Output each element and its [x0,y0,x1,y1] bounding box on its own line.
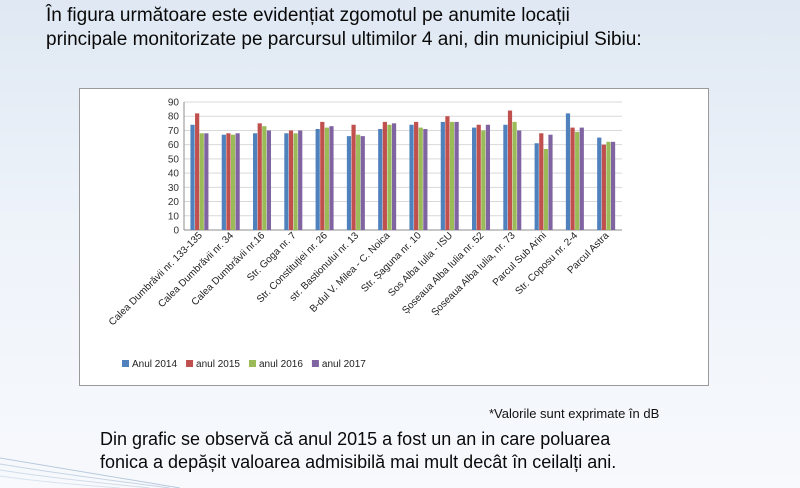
conclusion-line-2: fonica a depășit valoarea admisibilă mai… [100,452,617,472]
bar [204,133,209,230]
bar [230,134,236,230]
bar [226,133,231,230]
y-tick-label: 60 [168,140,180,151]
bar [288,130,294,230]
bar [409,124,414,230]
bar [601,144,606,230]
units-note: *Valorile sunt exprimate în dB [489,406,660,421]
legend-swatch [186,360,194,367]
bar [351,124,356,230]
y-tick-label: 40 [168,169,180,180]
legend-swatch [248,360,256,367]
bar [378,129,383,230]
bar [356,134,361,230]
bar [360,136,365,230]
bar [382,121,387,230]
bar [610,141,616,230]
bar [315,129,320,230]
bar [391,123,397,230]
bar [329,126,334,230]
y-tick-label: 80 [168,112,180,123]
bar [517,130,522,230]
y-tick-label: 0 [173,226,179,237]
legend-swatch [122,360,129,367]
bar [534,143,539,230]
bar [414,121,419,230]
page-heading: În figura următoare este evidențiat zgom… [46,4,786,52]
y-tick-label: 90 [168,98,180,109]
bar [575,131,580,230]
bar [266,130,272,230]
bar [485,124,491,230]
bar [257,123,262,230]
bar [597,137,602,230]
bar [190,124,195,230]
bar [606,141,611,230]
noise-chart: 0 10 20 30 40 50 60 70 80 90 Calea Dumbrăvii nr. 1… [79,88,709,386]
heading-line-2: principale monitorizate pe parcursul ult… [46,29,642,50]
legend-swatch [311,360,319,367]
bar [221,134,226,230]
y-tick-label: 70 [168,126,180,137]
bar [481,130,486,230]
legend-label: anul 2016 [259,359,303,370]
bar [570,127,575,230]
y-tick-label: 20 [168,197,180,208]
y-tick-label: 10 [168,211,180,222]
bar [472,127,477,230]
bar [418,127,423,230]
bar [548,134,553,230]
heading-line-1: În figura următoare este evidențiat zgom… [46,5,570,26]
legend-label: Anul 2014 [132,359,177,370]
bar [565,113,571,230]
x-tick-label: Parcul Sub Arini [491,230,549,288]
bar [293,133,298,230]
bar [440,121,445,230]
conclusion-text: Din grafic se observă că anul 2015 a fos… [100,428,780,474]
bar [423,129,428,230]
decorative-waves [0,457,180,488]
legend-label: anul 2017 [322,359,366,370]
bar [476,124,481,230]
bar [284,133,289,230]
bar [445,116,450,230]
bar [324,127,329,230]
bar [346,136,352,230]
bar [199,133,204,230]
bar [449,121,455,230]
bar [503,124,508,230]
bar [235,133,240,230]
y-tick-label: 50 [168,154,180,165]
bar [298,130,303,230]
bar [539,133,544,230]
legend-label: anul 2015 [196,359,240,370]
bar [512,121,517,230]
bar [507,110,513,230]
bar [387,124,392,230]
y-tick-label: 30 [168,183,180,194]
bar [320,121,325,230]
bar [253,133,258,230]
bar [454,121,459,230]
conclusion-line-1: Din grafic se observă că anul 2015 a fos… [100,429,611,449]
bar [543,148,548,230]
bar [262,126,267,230]
bar [195,113,200,230]
bar [579,127,584,230]
